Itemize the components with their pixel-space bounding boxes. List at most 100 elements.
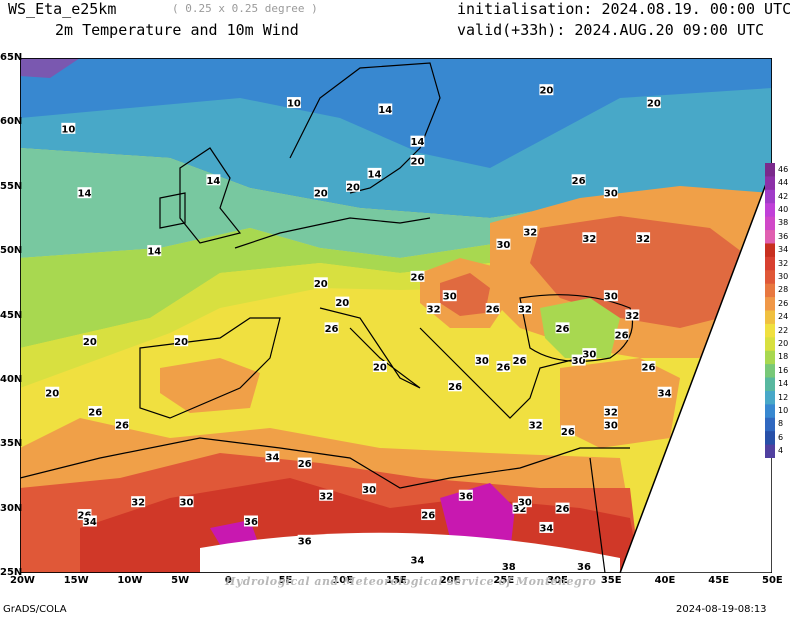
band-10 xyxy=(20,58,772,168)
contour-label-bg xyxy=(555,502,570,514)
contour-label-bg xyxy=(603,290,618,302)
contour-label: 30 xyxy=(496,240,510,251)
contour-label: 26 xyxy=(448,382,462,393)
lat-tick-label: 55N xyxy=(0,180,23,192)
contour-label-bg xyxy=(77,509,92,521)
lon-tick-label: 15W xyxy=(63,575,89,586)
contour-label: 26 xyxy=(298,459,312,470)
contour-label: 30 xyxy=(475,356,489,367)
lat-tick-label: 40N xyxy=(0,373,23,385)
contour-label-bg xyxy=(539,521,554,533)
contour-label: 26 xyxy=(513,356,527,367)
contour-label: 30 xyxy=(362,485,376,496)
contour-label-bg xyxy=(603,406,618,418)
lat-tick-label: 35N xyxy=(0,438,23,450)
contour-label-bg xyxy=(448,380,463,392)
contour-label: 10 xyxy=(61,124,75,135)
colorbar-swatch xyxy=(765,417,775,432)
contour-label: 32 xyxy=(513,504,527,515)
contour-label-bg xyxy=(265,451,280,463)
contour-label: 36 xyxy=(577,562,591,573)
field-title: 2m Temperature and 10m Wind xyxy=(55,21,299,39)
colorbar-level-label: 10 xyxy=(778,406,789,416)
contour-label-bg xyxy=(512,354,527,366)
contour-label-bg xyxy=(496,238,511,250)
contour-label-bg xyxy=(319,489,334,501)
contour-label: 26 xyxy=(556,504,570,515)
colorbar-level-label: 38 xyxy=(778,218,789,228)
contour-label-bg xyxy=(131,496,146,508)
contour-label: 20 xyxy=(411,157,425,168)
colorbar-swatch xyxy=(765,256,775,271)
colorbar-swatch xyxy=(765,310,775,325)
colorbar-swatch xyxy=(765,377,775,392)
contour-label-bg xyxy=(147,245,162,257)
colorbar-swatch xyxy=(765,323,775,338)
black-sea-coast xyxy=(519,294,634,362)
contour-label: 20 xyxy=(346,182,360,193)
colorbar-swatch xyxy=(765,350,775,365)
lon-tick-label: 50E xyxy=(762,575,783,586)
band-32-hungary xyxy=(440,273,490,316)
contour-label-bg xyxy=(657,386,672,398)
colorbar-level-label: 18 xyxy=(778,352,789,362)
red-sea-coast xyxy=(589,457,606,573)
colorbar-level-label: 24 xyxy=(778,312,789,322)
colorbar-level-label: 40 xyxy=(778,204,789,214)
colorbar-level-label: 6 xyxy=(778,432,784,442)
initialisation-time: initialisation: 2024.08.19. 00:00 UTC xyxy=(457,0,792,18)
contour-label-bg xyxy=(313,277,328,289)
contour-label-bg xyxy=(82,515,97,527)
contour-label-bg xyxy=(458,489,473,501)
contour-label: 36 xyxy=(298,536,312,547)
colorbar-swatch xyxy=(765,203,775,218)
contour-label-bg xyxy=(496,361,511,372)
colorbar-level-label: 12 xyxy=(778,392,789,402)
contour-label: 20 xyxy=(539,86,553,97)
colorbar-swatch xyxy=(765,230,775,244)
lat-tick-label: 50N xyxy=(0,245,23,257)
colorbar-swatch xyxy=(765,216,775,231)
contour-label-bg xyxy=(367,167,382,179)
colorbar xyxy=(765,163,775,458)
model-name: WS_Eta_e25km xyxy=(8,0,117,18)
contour-label-bg xyxy=(206,174,221,186)
colorbar-level-label: 26 xyxy=(778,298,789,308)
colorbar-level-label: 44 xyxy=(778,178,789,188)
contour-label: 32 xyxy=(518,305,532,316)
contour-label-bg xyxy=(474,354,489,366)
contour-label-bg xyxy=(571,174,586,186)
contour-label: 32 xyxy=(523,227,537,238)
contour-label: 32 xyxy=(604,408,618,419)
contour-label-bg xyxy=(426,303,441,315)
lat-tick-label: 25N xyxy=(0,567,23,578)
lon-tick-label: 0 xyxy=(224,575,232,586)
contour-label: 34 xyxy=(83,517,97,528)
contour-label: 26 xyxy=(486,305,500,316)
contour-label-bg xyxy=(603,187,618,199)
north-sea-coast xyxy=(234,217,431,249)
lon-tick-label: 5W xyxy=(171,575,190,586)
contour-label: 34 xyxy=(539,523,553,534)
contour-label: 34 xyxy=(265,453,279,464)
lon-tick-label: 25E xyxy=(493,575,515,586)
iberia-coast xyxy=(139,317,281,419)
contour-label: 30 xyxy=(604,420,618,431)
domain-frame xyxy=(20,58,772,573)
colorbar-level-label: 20 xyxy=(778,339,789,349)
lon-tick-label: 10E xyxy=(332,575,354,586)
contour-label-bg xyxy=(555,322,570,334)
colorbar-level-label: 22 xyxy=(778,325,789,335)
contour-label-bg xyxy=(243,515,258,527)
contour-label: 26 xyxy=(641,363,655,374)
contour-label-bg xyxy=(372,361,387,372)
contour-label: 20 xyxy=(373,363,387,374)
contour-label: 30 xyxy=(582,350,596,361)
contour-label-bg xyxy=(523,225,538,237)
colorbar-level-label: 8 xyxy=(778,419,784,429)
lat-tick-label: 60N xyxy=(0,116,23,128)
lon-tick-label: 40E xyxy=(654,575,676,586)
contour-label-bg xyxy=(174,335,189,347)
contour-label: 20 xyxy=(314,189,328,200)
lon-tick-label: 15E xyxy=(386,575,407,586)
